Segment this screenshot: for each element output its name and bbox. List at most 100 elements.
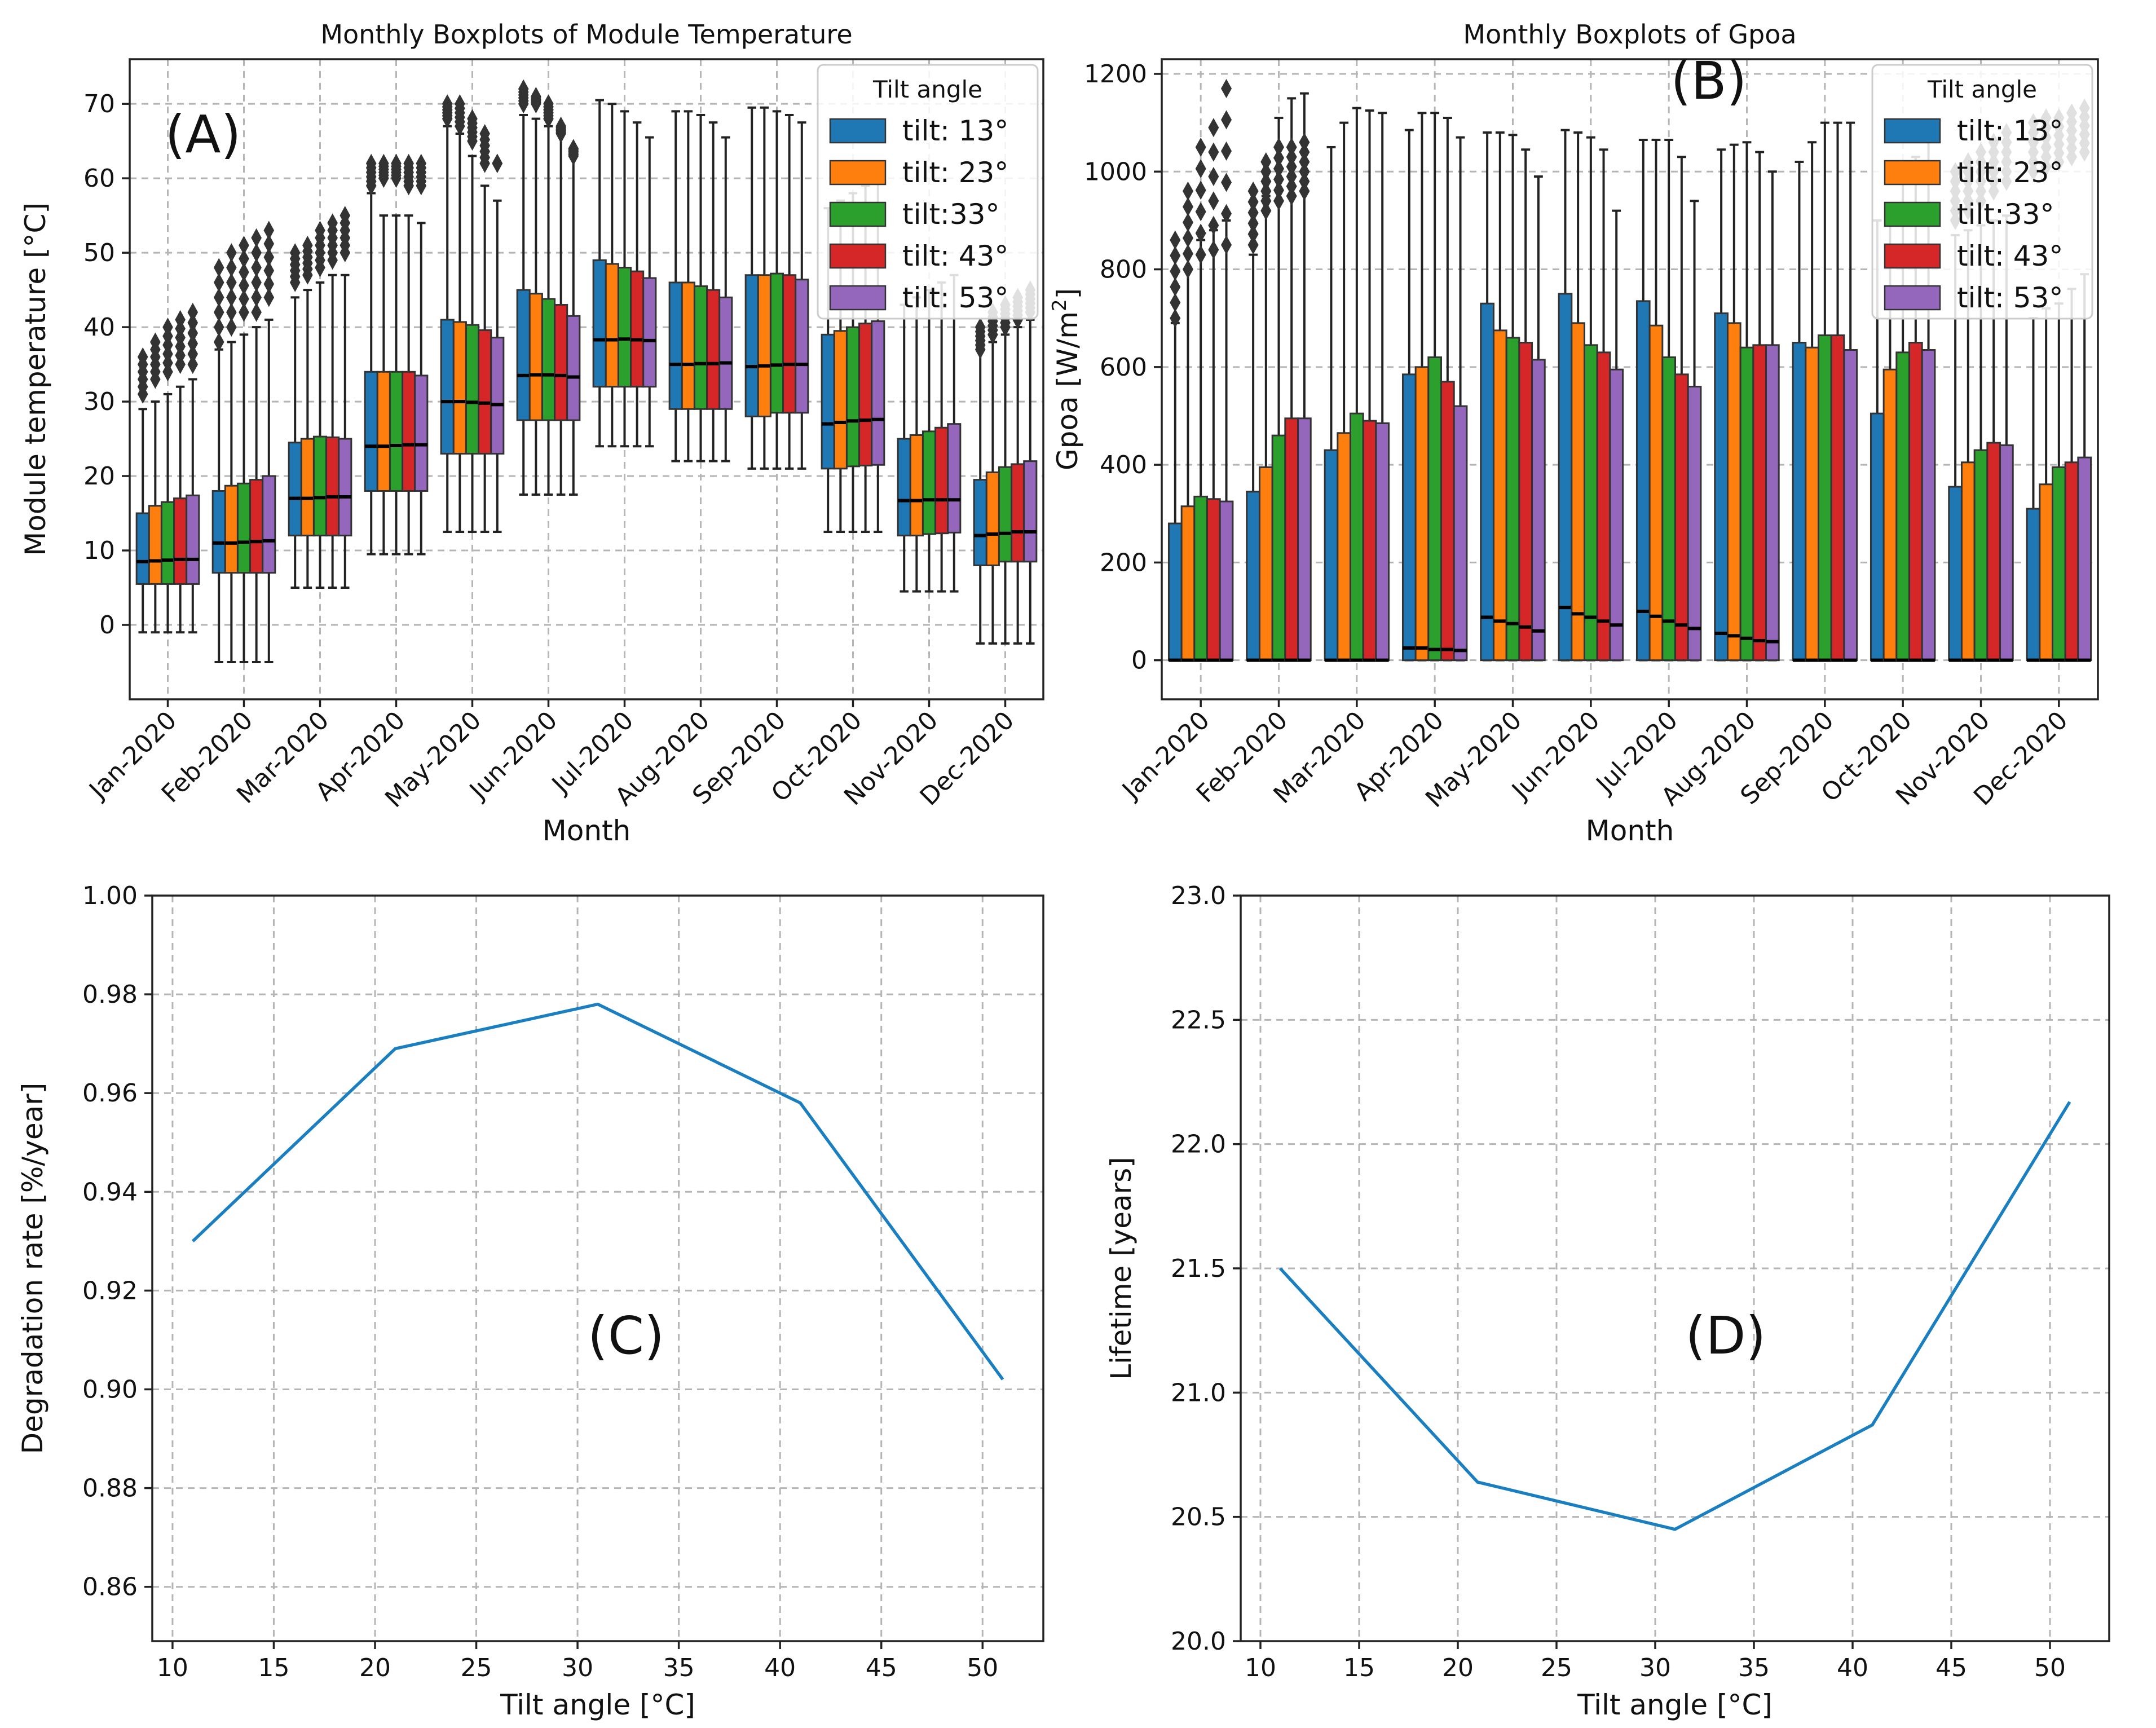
flier [1247,214,1259,233]
box-b-3-0 [1206,498,1221,662]
box-b-4-10 [1999,444,2014,662]
flier [327,213,338,233]
flier [1182,197,1194,217]
box-b-2-7 [1739,346,1754,662]
flier [213,332,224,352]
box-a-1-10 [909,434,924,537]
box-b-4-4 [1531,359,1546,662]
box-b-1-0 [1180,505,1196,662]
flier [263,248,275,267]
box-b-2-1 [1271,434,1286,662]
box-b-0-1 [1246,491,1260,662]
box-b-3-7 [1752,344,1767,662]
legend-entry: tilt: 53° [902,281,1008,314]
box-a-0-10 [897,438,911,537]
x-tick-label: 15 [1343,1654,1375,1682]
flier [187,355,199,374]
box-a-3-5 [554,304,568,421]
box-a-4-9 [871,320,885,466]
box-a-1-9 [833,330,848,470]
box-a-3-10 [934,426,949,535]
y-tick-label: 20 [83,462,115,491]
box-a-2-0 [160,501,175,585]
flier [251,258,262,277]
flier [1247,181,1259,201]
box-a-2-1 [236,482,252,574]
x-axis-label: Month [543,814,631,847]
box-b-0-3 [1401,373,1417,662]
flier [1208,191,1219,211]
box-b-0-7 [1714,312,1729,662]
legend-entry: tilt:33° [902,198,999,231]
flier [1208,142,1219,162]
flier [1273,159,1285,179]
x-tick-label: 50 [2034,1654,2066,1682]
flier [1182,213,1194,232]
legend: Tilt angle tilt: 13° tilt: 23° tilt:33° tilt… [1871,64,2093,320]
legend-swatch [1884,201,1941,227]
box-a-3-1 [249,479,264,574]
box-b-3-3 [1440,381,1455,662]
flier [1299,171,1310,191]
flier [1260,171,1272,191]
flier [213,272,224,292]
box-b-2-9 [1895,351,1911,662]
flier [263,234,275,254]
x-tick-label: 45 [1935,1654,1967,1682]
box-a-2-3 [389,371,404,492]
flier [378,153,389,173]
y-tick-label: 21.0 [1171,1378,1226,1407]
box-b-0-0 [1167,522,1183,662]
flier [467,109,478,129]
legend-swatch [1884,243,1941,269]
x-tick-label: 45 [866,1654,897,1682]
flier [1195,159,1206,179]
flier [340,206,351,226]
box-b-1-10 [1960,461,1976,662]
box-b-3-6 [1674,373,1689,662]
flier [187,344,199,364]
x-tick-label: 15 [258,1654,289,1682]
panel-label: (D) [1686,1306,1766,1366]
y-tick-label: 20.0 [1171,1627,1226,1656]
flier [239,249,249,268]
x-tick-label: 20 [359,1654,391,1682]
y-axis-label: Gpoa [W/m2] [1048,288,1084,470]
y-tick-label: 0.98 [82,980,138,1009]
flier [213,288,224,307]
box-b-1-2 [1337,432,1351,662]
box-a-3-9 [858,323,873,467]
flier [239,276,249,296]
box-a-0-4 [440,319,455,455]
flier [226,318,237,337]
panel-label: (C) [588,1306,664,1366]
legend-entry: tilt: 13° [1957,114,2063,147]
box-a-4-0 [186,494,200,585]
panel-label: (B) [1671,51,1747,111]
box-b-3-5 [1596,351,1611,662]
legend-entry: tilt:33° [1957,198,2054,231]
box-b-2-8 [1817,334,1832,662]
y-tick-label: 1200 [1084,60,1147,89]
legend-swatch [829,201,887,227]
flier [1170,246,1181,266]
box-b-1-4 [1492,329,1507,662]
flier [315,221,325,240]
x-tick-label: 20 [1442,1654,1474,1682]
axes-frame [1161,58,2099,700]
box-a-0-11 [973,479,987,566]
box-b-1-11 [2039,483,2053,662]
flier [403,153,414,173]
flier [150,332,161,352]
flier [1260,162,1272,182]
box-a-0-2 [288,442,302,537]
x-tick-label: 25 [461,1654,492,1682]
flier [1170,293,1181,312]
box-a-4-10 [947,423,962,534]
box-a-0-3 [364,371,378,492]
box-a-3-0 [173,497,188,585]
legend-entry: tilt: 13° [902,114,1008,147]
flier [1208,215,1219,235]
flier [1208,166,1219,186]
flier [239,262,249,282]
